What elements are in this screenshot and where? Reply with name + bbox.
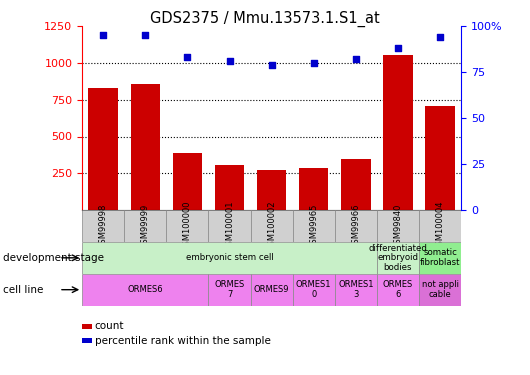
Bar bbox=[377, 210, 419, 242]
Bar bbox=[89, 88, 118, 210]
Bar bbox=[251, 210, 293, 242]
Text: ORMES9: ORMES9 bbox=[254, 285, 289, 294]
Text: ORMES1
3: ORMES1 3 bbox=[338, 280, 374, 299]
Bar bbox=[293, 210, 335, 242]
Point bbox=[225, 58, 234, 64]
Bar bbox=[257, 170, 286, 210]
Text: ORMES6: ORMES6 bbox=[128, 285, 163, 294]
Bar bbox=[82, 210, 124, 242]
Bar bbox=[82, 242, 377, 274]
Bar bbox=[130, 84, 160, 210]
Bar bbox=[208, 274, 251, 306]
Bar bbox=[419, 242, 461, 274]
Point bbox=[141, 33, 149, 39]
Text: GSM100001: GSM100001 bbox=[225, 201, 234, 251]
Bar bbox=[299, 168, 329, 210]
Text: embryonic stem cell: embryonic stem cell bbox=[186, 254, 273, 262]
Text: GSM100000: GSM100000 bbox=[183, 201, 192, 251]
Point bbox=[183, 54, 192, 60]
Bar bbox=[251, 274, 293, 306]
Text: development stage: development stage bbox=[3, 253, 104, 263]
Text: count: count bbox=[95, 321, 125, 331]
Bar bbox=[383, 55, 413, 210]
Text: GSM99840: GSM99840 bbox=[393, 203, 402, 249]
Bar bbox=[419, 274, 461, 306]
Point bbox=[267, 62, 276, 68]
Bar bbox=[377, 274, 419, 306]
Bar bbox=[215, 165, 244, 210]
Text: differentiated
embryoid
bodies: differentiated embryoid bodies bbox=[368, 244, 427, 272]
Bar bbox=[124, 210, 166, 242]
Bar bbox=[166, 210, 208, 242]
Text: GSM99999: GSM99999 bbox=[141, 203, 150, 249]
Bar bbox=[425, 106, 455, 210]
Text: GDS2375 / Mmu.13573.1.S1_at: GDS2375 / Mmu.13573.1.S1_at bbox=[150, 11, 380, 27]
Text: ORMES
7: ORMES 7 bbox=[215, 280, 245, 299]
Text: cell line: cell line bbox=[3, 285, 43, 295]
Text: GSM99966: GSM99966 bbox=[351, 203, 360, 249]
Point bbox=[310, 60, 318, 66]
Text: GSM99998: GSM99998 bbox=[99, 203, 108, 249]
Point bbox=[394, 45, 402, 51]
Text: GSM99965: GSM99965 bbox=[309, 203, 318, 249]
Text: GSM100004: GSM100004 bbox=[436, 201, 445, 251]
Text: percentile rank within the sample: percentile rank within the sample bbox=[95, 336, 271, 345]
Text: not appli
cable: not appli cable bbox=[421, 280, 458, 299]
Bar bbox=[173, 153, 202, 210]
Bar bbox=[208, 210, 251, 242]
Text: ORMES1
0: ORMES1 0 bbox=[296, 280, 331, 299]
Bar bbox=[419, 210, 461, 242]
Bar bbox=[335, 210, 377, 242]
Point bbox=[351, 56, 360, 62]
Bar bbox=[377, 242, 419, 274]
Bar bbox=[335, 274, 377, 306]
Text: GSM100002: GSM100002 bbox=[267, 201, 276, 251]
Bar bbox=[341, 159, 370, 210]
Bar bbox=[293, 274, 335, 306]
Bar bbox=[82, 274, 208, 306]
Text: ORMES
6: ORMES 6 bbox=[383, 280, 413, 299]
Point bbox=[99, 33, 108, 39]
Text: somatic
fibroblast: somatic fibroblast bbox=[420, 249, 460, 267]
Point bbox=[436, 34, 444, 40]
